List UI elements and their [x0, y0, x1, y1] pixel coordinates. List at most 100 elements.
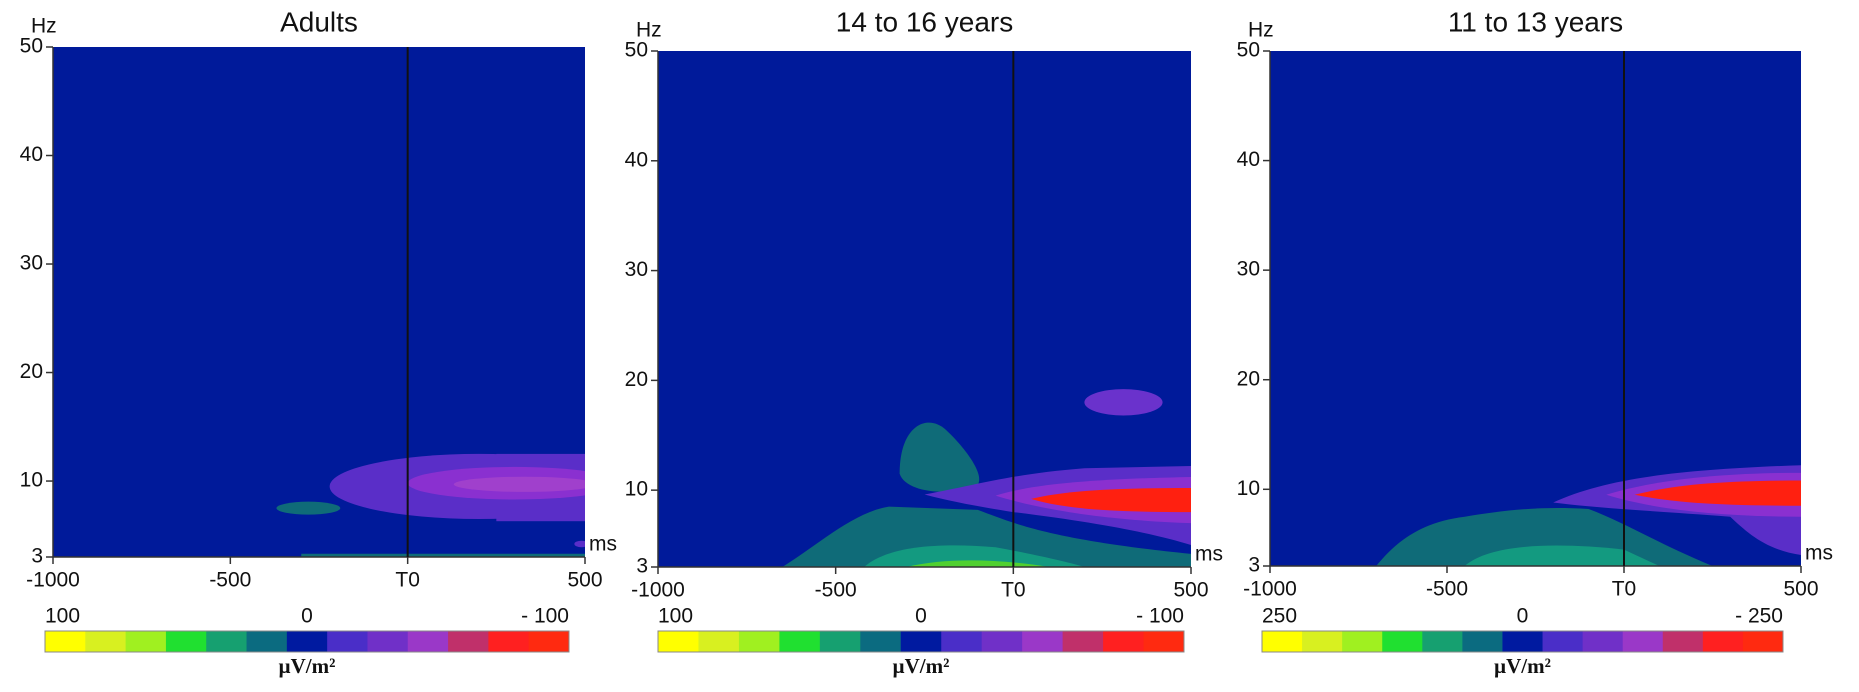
colorbar-swatch — [85, 631, 127, 652]
y-tick-label: 50 — [625, 39, 648, 62]
y-tick-label: 10 — [20, 469, 43, 492]
colorbar-label: - 100 — [521, 605, 569, 628]
y-tick-label: 3 — [31, 545, 43, 568]
colorbar-swatch — [528, 631, 570, 652]
x-tick-label: T0 — [395, 569, 420, 592]
x-tick-label: -1000 — [26, 569, 80, 592]
x-axis-label: ms — [1805, 542, 1833, 565]
y-tick-label: 50 — [1237, 39, 1260, 62]
colorbar-swatch — [819, 631, 861, 652]
y-tick-label: 30 — [1237, 258, 1260, 281]
y-tick-label: 20 — [625, 368, 648, 391]
chart-title: 11 to 13 years — [1448, 6, 1623, 37]
x-axis-label: ms — [589, 533, 617, 556]
y-tick-label: 30 — [625, 258, 648, 281]
contour — [276, 501, 341, 515]
y-tick-label: 20 — [20, 360, 43, 383]
x-tick-label: -500 — [815, 579, 857, 602]
colorbar-swatch — [1422, 631, 1463, 652]
y-tick-label: 3 — [636, 555, 648, 578]
x-tick-label: T0 — [1001, 579, 1026, 602]
colorbar-label: 100 — [45, 605, 80, 628]
y-tick-label: 40 — [1237, 148, 1260, 171]
colorbar-swatch — [900, 631, 942, 652]
y-axis-label: Hz — [1248, 19, 1274, 42]
contour — [1376, 508, 1713, 566]
colorbar-label: 0 — [915, 605, 927, 628]
colorbar-swatch — [1662, 631, 1704, 652]
colorbar-swatch — [1382, 631, 1423, 652]
colorbar-swatch — [327, 631, 368, 652]
plot-area — [1270, 51, 1801, 566]
x-tick-label: 500 — [567, 569, 602, 592]
plot-area — [658, 51, 1191, 567]
contour — [782, 506, 1191, 567]
colorbar-swatch — [779, 631, 821, 652]
colorbar-swatch — [407, 631, 449, 652]
y-tick-label: 10 — [1237, 477, 1260, 500]
colorbar-swatch — [1502, 631, 1544, 652]
colorbar-label: 100 — [658, 605, 693, 628]
colorbar-unit: µV/m² — [1494, 654, 1551, 678]
colorbar-label: 250 — [1262, 605, 1297, 628]
colorbar-swatch — [1062, 631, 1104, 652]
contour — [574, 540, 585, 548]
contour — [453, 476, 585, 492]
colorbar-swatch — [981, 631, 1023, 652]
colorbar-swatch — [246, 631, 288, 652]
colorbar-swatch — [1702, 631, 1744, 652]
contour — [1031, 487, 1191, 513]
x-tick-label: -500 — [1426, 578, 1468, 601]
colorbar-frame — [657, 630, 1185, 653]
colorbar-swatch — [1542, 631, 1584, 652]
colorbar-label: 0 — [1517, 605, 1529, 628]
contour — [1464, 545, 1660, 566]
y-axis-label: Hz — [31, 15, 57, 38]
colorbar-swatch — [738, 631, 780, 652]
contour — [301, 553, 585, 557]
colorbar-swatch — [448, 631, 489, 652]
chart-title: Adults — [280, 6, 358, 37]
x-tick-label: T0 — [1612, 578, 1637, 601]
colorbar-frame — [1261, 630, 1784, 653]
x-tick-label: -500 — [209, 569, 251, 592]
y-tick-label: 50 — [20, 35, 43, 58]
colorbar-frame — [44, 630, 570, 653]
colorbar-swatch — [488, 631, 530, 652]
colorbar-unit: µV/m² — [279, 654, 336, 678]
colorbar-swatch — [1143, 631, 1185, 652]
y-axis-label: Hz — [636, 19, 662, 42]
x-axis-label: ms — [1195, 543, 1223, 566]
colorbar-swatch — [1622, 631, 1664, 652]
colorbar-swatch — [1462, 631, 1503, 652]
colorbar-label: - 100 — [1136, 605, 1184, 628]
colorbar-swatch — [1302, 631, 1343, 652]
y-tick-label: 40 — [625, 148, 648, 171]
colorbar-swatch — [286, 631, 328, 652]
y-tick-label: 3 — [1248, 554, 1260, 577]
plot-area — [53, 47, 585, 557]
chart-title: 14 to 16 years — [836, 6, 1013, 37]
colorbar-swatch — [206, 631, 248, 652]
colorbar-label: 0 — [301, 605, 313, 628]
contour — [864, 545, 1085, 567]
colorbar-swatch — [1022, 631, 1064, 652]
colorbar-swatch — [367, 631, 409, 652]
y-tick-label: 30 — [20, 252, 43, 275]
colorbar-swatch — [1742, 631, 1784, 652]
contour — [1084, 389, 1163, 416]
colorbar-swatch — [860, 631, 902, 652]
colorbar-unit: µV/m² — [893, 654, 950, 678]
x-tick-label: -1000 — [1243, 578, 1297, 601]
colorbar-swatch — [698, 631, 740, 652]
colorbar-swatch — [941, 631, 983, 652]
x-tick-label: -1000 — [631, 579, 685, 602]
x-tick-label: 500 — [1783, 578, 1818, 601]
y-tick-label: 10 — [625, 478, 648, 501]
colorbar-label: - 250 — [1735, 605, 1783, 628]
colorbar-swatch — [165, 631, 207, 652]
contour — [899, 422, 980, 492]
x-tick-label: 500 — [1173, 579, 1208, 602]
colorbar-swatch — [45, 631, 86, 652]
